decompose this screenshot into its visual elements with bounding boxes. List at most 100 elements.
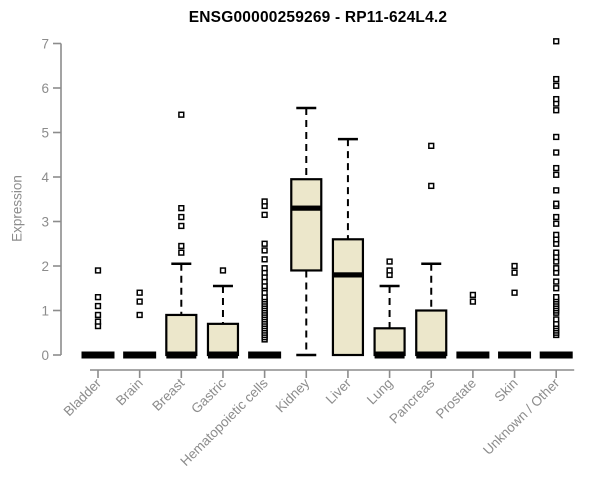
- boxplot-unknown-other: [539, 38, 573, 359]
- outlier-point: [553, 249, 560, 256]
- outlier-point: [261, 256, 268, 263]
- outlier-point: [553, 294, 560, 301]
- box-rect: [290, 178, 323, 272]
- outlier-point: [178, 242, 185, 250]
- outlier-point: [553, 285, 560, 292]
- x-axis-category-label: Gastric: [188, 375, 229, 416]
- boxplot-breast: [165, 111, 198, 359]
- outlier-point: [553, 265, 560, 272]
- outlier-point: [136, 311, 143, 319]
- median-line: [498, 351, 532, 359]
- outlier-point: [136, 289, 143, 296]
- x-axis-category-label: Skin: [491, 376, 520, 405]
- outlier-point: [469, 298, 477, 305]
- boxplot-skin: [498, 262, 532, 359]
- x-axis-category-label: Liver: [323, 375, 355, 407]
- box-rect: [331, 238, 365, 357]
- outlier-point: [219, 267, 227, 274]
- box-rect: [165, 313, 198, 357]
- outlier-point: [511, 269, 518, 276]
- outlier-point: [553, 107, 560, 114]
- y-axis-tick-label: 3: [41, 214, 49, 229]
- outlier-point: [94, 302, 102, 310]
- outlier-point: [428, 182, 435, 190]
- x-axis-category-label: Kidney: [273, 375, 313, 415]
- y-axis-tick-label: 2: [41, 259, 49, 274]
- x-axis-category-label: Lung: [364, 376, 396, 408]
- outlier-point: [553, 82, 560, 89]
- outlier-point: [178, 249, 185, 256]
- outlier-point: [553, 149, 560, 156]
- outlier-point: [261, 240, 268, 247]
- x-axis-category-label: Pancreas: [386, 375, 437, 426]
- outlier-point: [386, 258, 393, 265]
- outlier-point: [261, 198, 268, 205]
- boxplot-brain: [123, 289, 157, 359]
- outlier-point: [553, 220, 560, 227]
- median-line: [291, 205, 322, 211]
- box-rect: [206, 322, 240, 357]
- median-line: [539, 351, 573, 359]
- median-line: [166, 351, 197, 359]
- box-rect: [415, 309, 448, 357]
- outlier-point: [178, 222, 185, 230]
- outlier-point: [94, 311, 102, 319]
- boxplot-pancreas: [415, 142, 448, 359]
- median-line: [81, 351, 115, 359]
- x-axis-category-label: Prostate: [433, 376, 479, 422]
- median-line: [374, 351, 405, 359]
- y-axis-tick-label: 0: [41, 348, 49, 363]
- outlier-point: [511, 289, 518, 296]
- outlier-point: [553, 278, 560, 285]
- median-line: [248, 351, 282, 359]
- outlier-point: [553, 75, 560, 83]
- outlier-point: [553, 316, 560, 323]
- boxplot-gastric: [206, 267, 240, 359]
- outlier-point: [553, 133, 560, 141]
- outlier-point: [553, 171, 560, 178]
- outlier-point: [94, 267, 102, 274]
- x-axis-category-label: Bladder: [61, 375, 105, 419]
- y-axis-tick-label: 6: [41, 81, 49, 96]
- y-axis-tick-label: 1: [41, 303, 49, 318]
- x-axis-category-label: Brain: [113, 376, 146, 409]
- boxplot-liver: [331, 137, 365, 357]
- x-axis-category-label: Breast: [149, 375, 187, 413]
- outlier-point: [469, 291, 477, 299]
- outlier-point: [553, 164, 560, 172]
- median-line: [456, 351, 490, 359]
- y-axis-tick-label: 4: [41, 170, 49, 185]
- outlier-point: [428, 142, 435, 149]
- box-rect: [373, 327, 406, 357]
- boxplot-bladder: [81, 267, 115, 359]
- outlier-point: [136, 298, 143, 305]
- outlier-point: [511, 262, 518, 270]
- y-axis-tick-label: 7: [41, 36, 49, 51]
- median-line: [332, 272, 363, 278]
- y-axis-tick-label: 5: [41, 125, 49, 140]
- boxplot-kidney: [290, 106, 323, 357]
- boxplot-lung: [373, 258, 406, 359]
- x-axis-category-label: Unknown / Other: [480, 375, 563, 458]
- chart-title: ENSG00000259269 - RP11-624L4.2: [188, 9, 448, 26]
- median-line: [123, 351, 157, 359]
- outlier-point: [553, 231, 560, 238]
- outlier-point: [178, 111, 185, 118]
- outlier-point: [386, 267, 393, 274]
- median-line: [207, 351, 238, 359]
- outlier-point: [261, 211, 268, 218]
- outlier-point: [94, 318, 102, 325]
- outlier-point: [94, 294, 102, 301]
- outlier-point: [553, 95, 560, 103]
- median-line: [416, 351, 447, 359]
- boxplot-hematopoietic-cells: [248, 198, 282, 359]
- outlier-point: [553, 213, 560, 221]
- outlier-point: [261, 247, 268, 254]
- outlier-point: [553, 38, 560, 45]
- outlier-point: [178, 213, 185, 221]
- outlier-point: [178, 205, 185, 212]
- outlier-point: [553, 200, 560, 207]
- outlier-point: [553, 187, 560, 194]
